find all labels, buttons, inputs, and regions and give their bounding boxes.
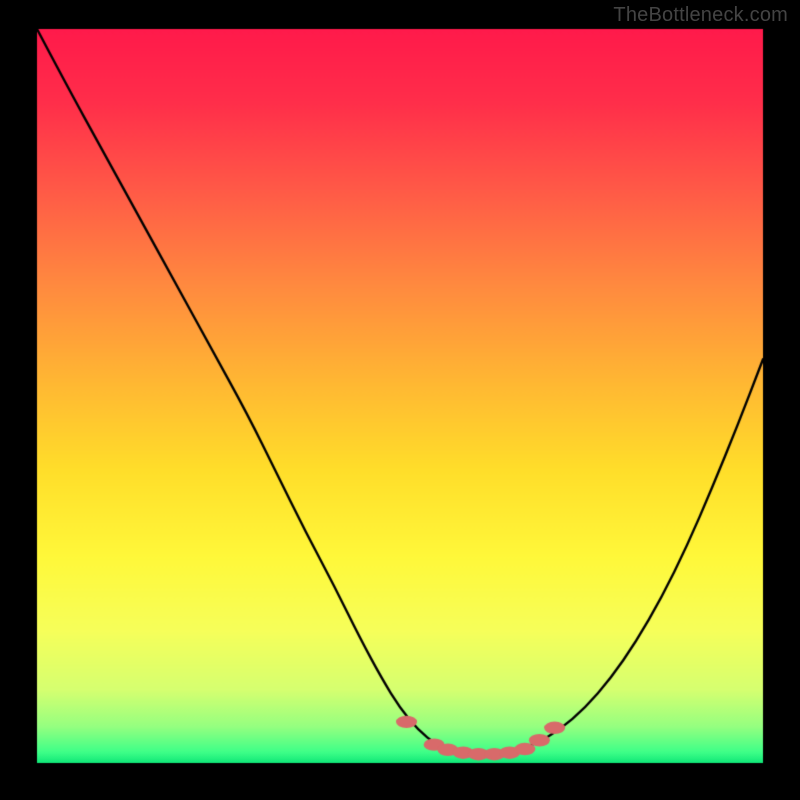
- chart-figure: TheBottleneck.com: [0, 0, 800, 800]
- bottleneck-curve-chart: [0, 0, 800, 800]
- watermark-text: TheBottleneck.com: [613, 4, 788, 27]
